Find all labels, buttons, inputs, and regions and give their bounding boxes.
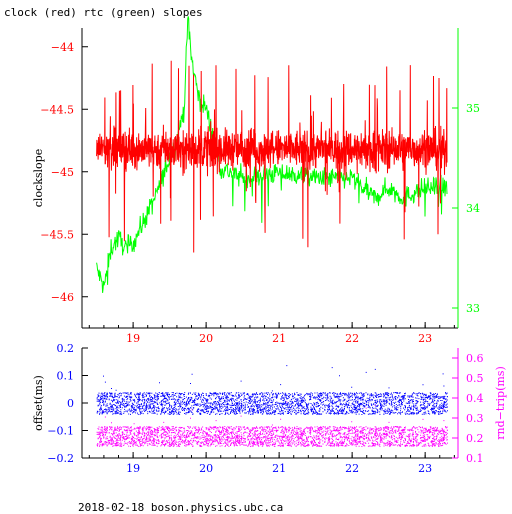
rtc-slope-series-line <box>96 16 448 293</box>
bottom-y2-tick-label: 0.2 <box>466 432 484 445</box>
bottom-y2-tick-label: 0.6 <box>466 352 484 365</box>
bottom-y-tick-label: 0.2 <box>57 342 75 355</box>
bottom-x-tick-label: 23 <box>418 462 432 475</box>
bottom-plot-data <box>96 365 448 447</box>
bottom-plot-frame: 19 20 21 22 23 0.2 0.1 0 −0.1 −0.2 0.6 0.5 0.4 0.3 0.2… <box>32 342 507 475</box>
top-x-tick-label: 20 <box>199 332 213 345</box>
top-x-tick-label: 22 <box>345 332 359 345</box>
offset-series-points <box>96 365 448 415</box>
footer-text: 2018-02-18 boson.physics.ubc.ca <box>78 501 284 514</box>
bottom-x-tick-label: 22 <box>345 462 359 475</box>
top-y-axis-label: clockslope <box>32 149 45 207</box>
top-y-tick-label: −44.5 <box>40 103 74 116</box>
page-title: clock (red) rtc (green) slopes <box>4 6 203 19</box>
bottom-y-tick-label: 0 <box>67 397 74 410</box>
bottom-y2-tick-label: 0.1 <box>466 452 484 465</box>
bottom-y-tick-label: −0.1 <box>47 425 74 438</box>
top-plot-data <box>96 16 448 293</box>
bottom-y-tick-label: 0.1 <box>57 370 75 383</box>
bottom-y2-tick-label: 0.4 <box>466 392 484 405</box>
top-y2-tick-label: 34 <box>466 202 480 215</box>
bottom-x-tick-label: 19 <box>126 462 140 475</box>
top-y2-tick-label: 35 <box>466 102 480 115</box>
bottom-x-tick-label: 20 <box>199 462 213 475</box>
bottom-y-tick-label: −0.2 <box>47 452 74 465</box>
top-y-tick-label: −45 <box>51 166 74 179</box>
top-x-tick-label: 21 <box>272 332 286 345</box>
top-x-tick-label: 19 <box>126 332 140 345</box>
top-x-tick-label: 23 <box>418 332 432 345</box>
rnd-trip-series-points <box>96 401 448 447</box>
bottom-y-axis-label: offset(ms) <box>32 375 45 431</box>
bottom-y2-axis-label: rnd−trip(ms) <box>494 366 507 440</box>
bottom-x-tick-label: 21 <box>272 462 286 475</box>
top-y2-tick-label: 33 <box>466 302 480 315</box>
bottom-y2-tick-label: 0.3 <box>466 412 484 425</box>
top-y-tick-label: −45.5 <box>40 228 74 241</box>
top-plot-frame: 19 20 21 22 23 −44 −44.5 −45 −45.5 −46 33 34 35 clock… <box>32 28 480 345</box>
top-y-tick-label: −46 <box>51 291 74 304</box>
top-y-tick-label: −44 <box>51 41 74 54</box>
bottom-y2-tick-label: 0.5 <box>466 372 484 385</box>
clock-slope-series-line <box>96 60 448 253</box>
